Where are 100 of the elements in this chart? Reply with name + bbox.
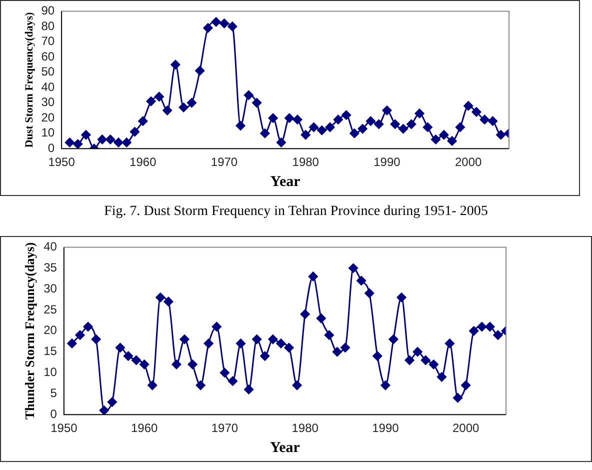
y-tick-label: 50: [41, 64, 55, 79]
x-tick-label: 2000: [452, 421, 480, 436]
point: [130, 127, 140, 137]
point: [64, 138, 74, 148]
point: [382, 106, 392, 116]
x-tick-label: 1970: [210, 155, 238, 170]
point: [350, 128, 360, 138]
point: [308, 272, 318, 282]
point: [236, 120, 246, 130]
point: [317, 126, 327, 136]
point: [138, 116, 148, 126]
point: [444, 338, 454, 348]
x-axis-title: Year: [270, 174, 301, 190]
y-tick-label: 20: [41, 110, 55, 124]
point: [316, 314, 326, 324]
point: [154, 92, 164, 102]
point: [188, 360, 198, 370]
point: [455, 122, 465, 132]
point: [228, 22, 238, 32]
point: [420, 355, 430, 365]
point: [268, 334, 278, 344]
point: [73, 139, 83, 149]
point: [220, 18, 230, 28]
point: [366, 116, 376, 126]
point: [122, 138, 132, 148]
caption: Fig. 7. Dust Storm Frequency in Tehran Province during 1951- 2005: [103, 203, 489, 221]
point: [447, 136, 457, 146]
point: [140, 360, 150, 370]
y-tick-label: 40: [41, 80, 55, 94]
y-axis-title: Thunder Storm Frequncy(days): [22, 242, 38, 420]
point: [309, 122, 318, 132]
point: [67, 338, 77, 348]
point: [364, 288, 374, 298]
point: [228, 376, 238, 386]
point: [485, 322, 495, 332]
point: [325, 122, 335, 132]
x-tick-label: 1950: [48, 155, 76, 170]
point: [428, 360, 438, 370]
point: [220, 368, 230, 378]
point: [464, 101, 474, 111]
point: [114, 138, 124, 148]
point: [99, 406, 109, 415]
point: [284, 342, 294, 352]
point: [195, 66, 205, 76]
point: [431, 134, 441, 144]
point: [164, 296, 174, 306]
point: [406, 119, 416, 129]
point: [292, 114, 302, 124]
point: [342, 110, 352, 120]
x-tick-label: 1980: [292, 155, 320, 170]
point: [106, 134, 116, 144]
point: [300, 130, 310, 140]
x-tick-label: 1990: [374, 155, 401, 170]
y-tick-label: 10: [41, 126, 55, 140]
point: [252, 98, 262, 108]
point: [412, 347, 422, 357]
point: [83, 322, 93, 332]
point: [268, 113, 278, 123]
point: [461, 380, 471, 390]
point: [211, 17, 221, 27]
x-tick-label: 1990: [372, 421, 400, 436]
point: [374, 119, 384, 129]
point: [358, 124, 368, 134]
point: [162, 106, 172, 116]
point: [348, 263, 358, 273]
point: [276, 338, 286, 348]
point: [212, 322, 222, 332]
point: [244, 90, 254, 100]
point: [333, 114, 343, 124]
x-tick-label: 1970: [211, 421, 238, 436]
y-tick-label: 40: [44, 240, 58, 254]
point: [236, 338, 246, 348]
point: [284, 113, 294, 123]
point: [180, 334, 190, 344]
point: [97, 134, 107, 144]
point: [372, 351, 382, 361]
point: [75, 330, 85, 340]
point: [404, 355, 414, 365]
x-tick-label: 2000: [454, 155, 482, 170]
point: [196, 380, 206, 390]
y-tick-label: 30: [44, 281, 58, 296]
point: [204, 338, 214, 348]
point: [178, 102, 188, 112]
y-tick-label: 35: [44, 260, 58, 274]
point: [91, 334, 101, 344]
point: [186, 98, 196, 108]
x-axis-title: Year: [270, 440, 300, 456]
point: [107, 397, 117, 407]
point: [396, 292, 406, 302]
point: [146, 96, 156, 106]
y-tick-label: 15: [44, 344, 58, 358]
point: [488, 116, 498, 126]
y-tick-label: 70: [41, 34, 55, 48]
x-tick-label: 1960: [130, 421, 158, 436]
point: [469, 326, 479, 336]
point: [477, 322, 487, 332]
point: [244, 384, 254, 394]
y-tick-label: 25: [44, 302, 58, 316]
x-tick-label: 1960: [130, 155, 157, 170]
point: [276, 138, 286, 148]
